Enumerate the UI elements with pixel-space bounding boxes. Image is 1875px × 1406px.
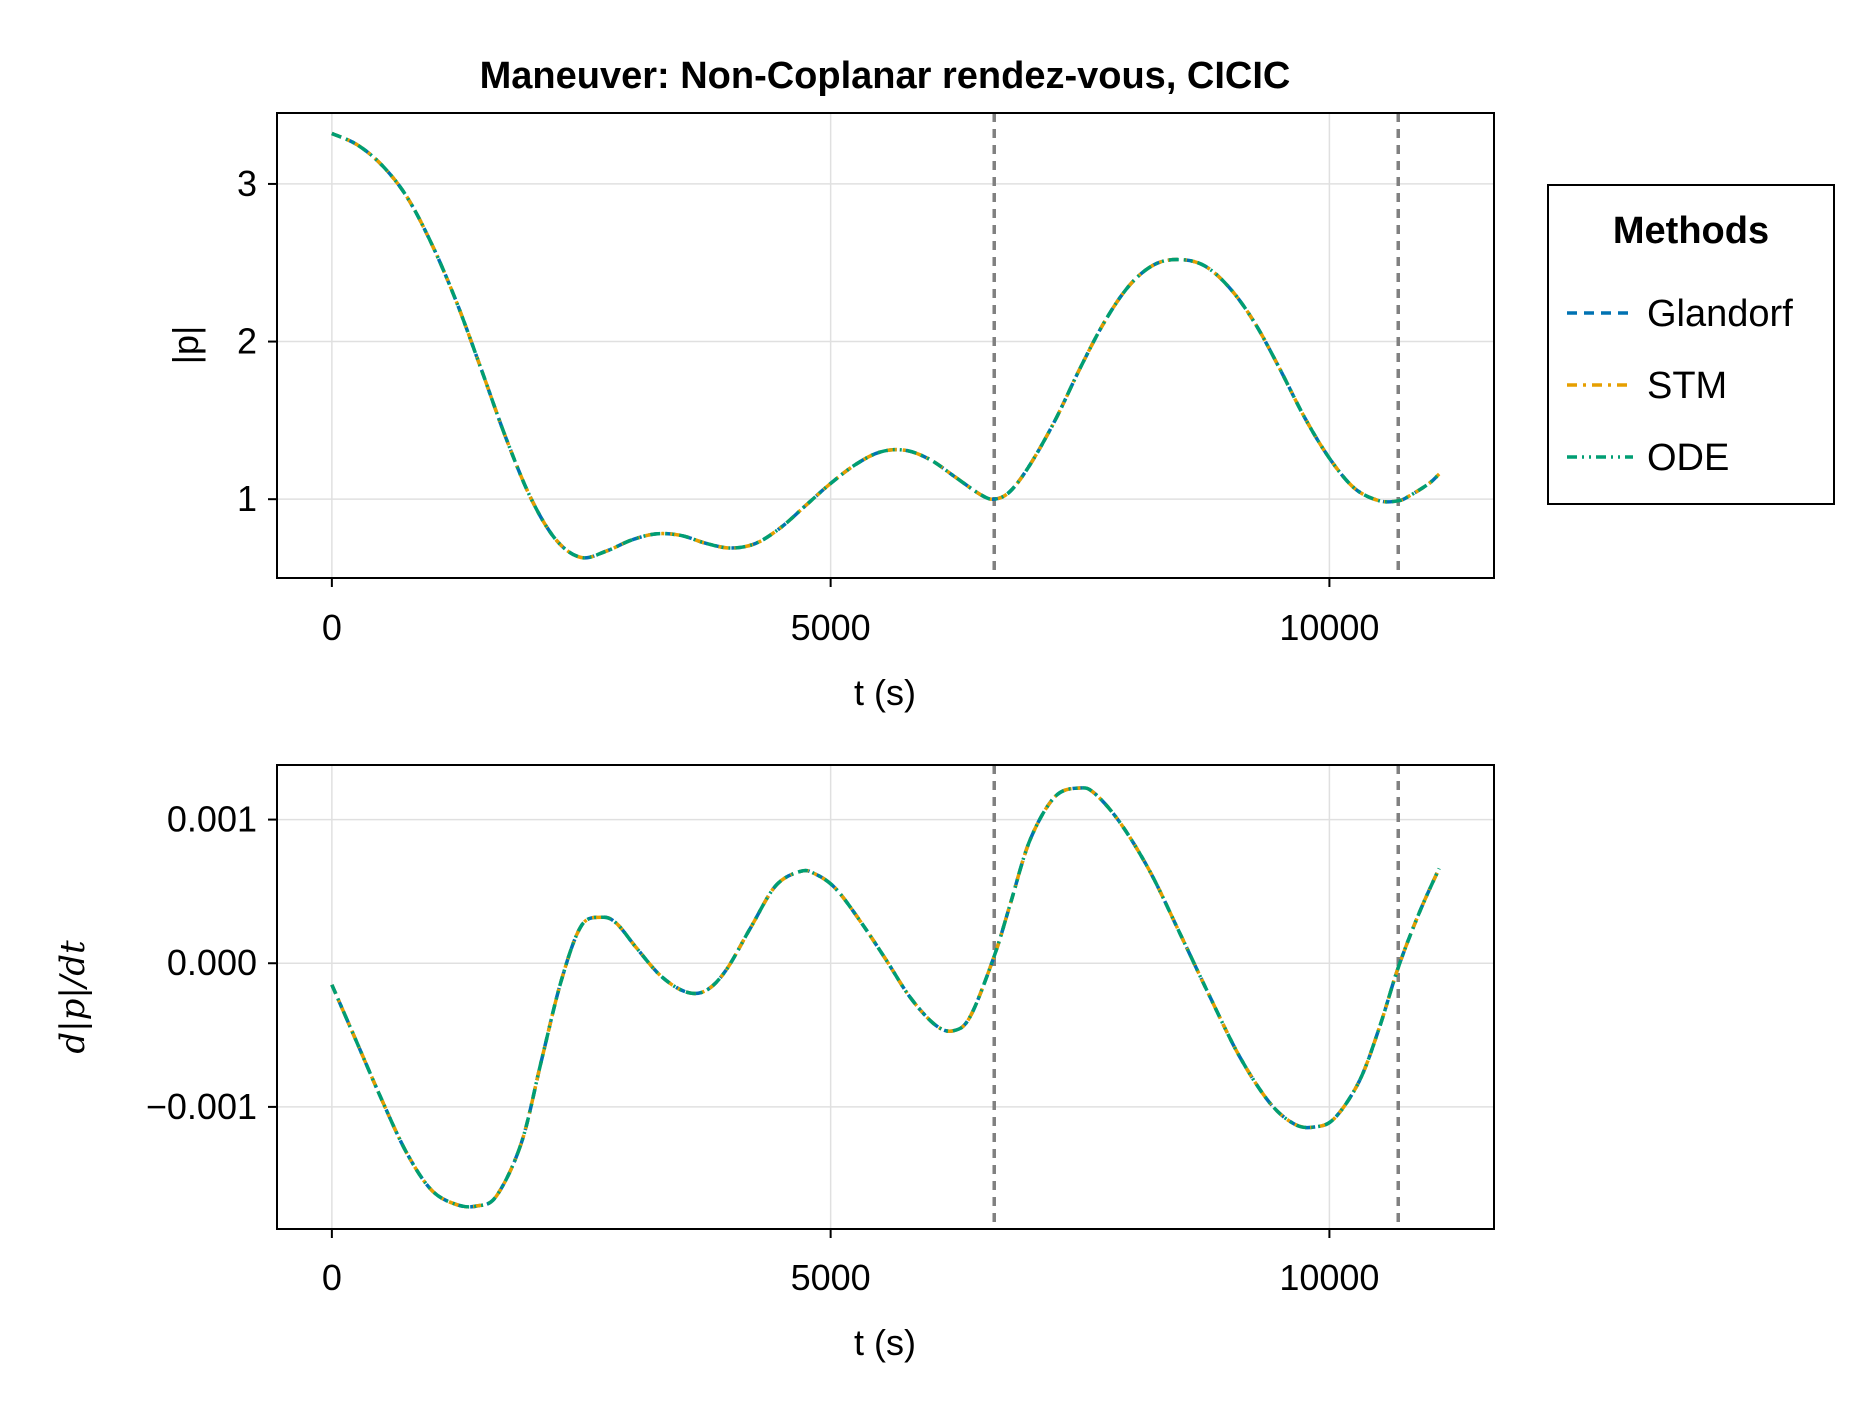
legend-label-glandorf: Glandorf xyxy=(1647,293,1793,335)
y-tick-label: −0.001 xyxy=(146,1086,257,1127)
y-tick-label: 3 xyxy=(237,163,257,204)
series-line-glandorf xyxy=(331,131,1441,560)
legend-box xyxy=(1547,184,1835,505)
legend-label-ode: ODE xyxy=(1647,437,1729,479)
series-line-stm xyxy=(330,786,1441,1209)
series-line-glandorf xyxy=(330,786,1441,1209)
x-axis-label-top: t (s) xyxy=(854,672,916,713)
x-tick-label: 0 xyxy=(322,1257,342,1298)
y-axis-label-bottom: d|p|/dt xyxy=(53,940,93,1054)
x-tick-label: 5000 xyxy=(791,1257,871,1298)
x-tick-label: 10000 xyxy=(1279,1257,1379,1298)
panel-top: Maneuver: Non-Coplanar rendez-vous, CICI… xyxy=(165,55,1495,713)
y-tick-label: 1 xyxy=(237,478,257,519)
y-tick-label: 0.000 xyxy=(167,942,257,983)
y-axis-label-top: |p| xyxy=(165,326,206,365)
chart-title: Maneuver: Non-Coplanar rendez-vous, CICI… xyxy=(480,55,1291,97)
series-line-ode xyxy=(330,786,1441,1209)
x-tick-label: 5000 xyxy=(791,607,871,648)
x-tick-label: 10000 xyxy=(1279,607,1379,648)
series-line-ode xyxy=(331,131,1441,560)
plot-frame-top xyxy=(276,112,1495,579)
series-line-stm xyxy=(331,131,1441,560)
y-tick-label: 2 xyxy=(237,321,257,362)
plot-frame-bottom xyxy=(276,764,1495,1230)
legend-label-stm: STM xyxy=(1647,365,1727,407)
legend-title: Methods xyxy=(1613,210,1769,252)
x-axis-label-bottom: t (s) xyxy=(854,1322,916,1363)
legend: Methods Glandorf STM ODE xyxy=(1547,184,1835,505)
y-tick-label: 0.001 xyxy=(167,799,257,840)
panel-bottom: 0 5000 10000 0.001 0.000 −0.001 t (s) d|p|/d… xyxy=(53,764,1495,1363)
x-tick-label: 0 xyxy=(322,607,342,648)
